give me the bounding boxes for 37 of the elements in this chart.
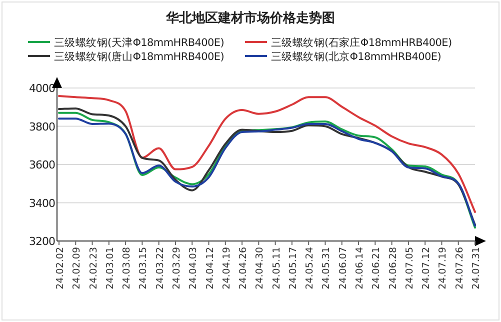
- chart-title: 华北地区建材市场价格走势图: [165, 10, 335, 26]
- line-series: [58, 95, 476, 213]
- legend-label: 三级螺纹钢(唐山Φ18mmHRB400E): [54, 50, 224, 63]
- x-tick-label: 24.06.07: [338, 247, 349, 290]
- x-tick-label: 24.03.15: [138, 247, 150, 290]
- x-tick-label: 24.05.24: [304, 247, 316, 290]
- y-tick-label: 3600: [29, 158, 56, 172]
- y-tick-label: 3200: [29, 235, 56, 248]
- legend-label: 三级螺纹钢(北京Φ18mmHRB400E): [271, 50, 442, 63]
- x-tick-label: 24.03.22: [154, 247, 166, 290]
- x-tick-label: 24.07.12: [421, 247, 432, 290]
- x-tick-label: 24.06.21: [371, 247, 382, 290]
- legend-label: 三级螺纹钢(石家庄Φ18mmHRB400E): [271, 36, 452, 49]
- y-tick-label: 4000: [29, 82, 56, 95]
- x-tick-label: 24.07.19: [438, 247, 449, 290]
- x-tick-label: 24.05.17: [288, 247, 299, 290]
- x-tick-label: 24.03.08: [122, 247, 133, 290]
- x-tick-label: 24.06.28: [388, 247, 399, 290]
- x-tick-label: 24.04.30: [254, 247, 266, 290]
- x-tick-label: 24.04.12: [204, 247, 216, 290]
- x-tick-label: 24.02.02: [55, 247, 66, 290]
- x-tick-label: 24.06.14: [354, 247, 366, 290]
- x-tick-label: 24.04.03: [188, 247, 200, 290]
- x-tick-label: 24.04.26: [238, 247, 250, 290]
- x-tick-label: 24.03.01: [104, 247, 116, 290]
- y-tick-label: 3400: [29, 196, 56, 210]
- x-tick-label: 24.07.31: [471, 247, 482, 290]
- x-tick-label: 24.02.23: [88, 247, 100, 290]
- x-tick-label: 24.05.11: [271, 247, 282, 290]
- x-tick-label: 24.02.09: [72, 247, 83, 290]
- x-tick-label: 24.04.19: [221, 247, 232, 290]
- x-tick-label: 24.05.31: [321, 247, 332, 290]
- x-tick-label: 24.07.05: [404, 247, 416, 290]
- x-tick-label: 24.07.26: [454, 247, 466, 290]
- y-tick-label: 3800: [29, 120, 56, 134]
- legend-label: 三级螺纹钢(天津Φ18mmHRB400E): [54, 36, 224, 49]
- x-tick-label: 24.03.29: [171, 247, 182, 290]
